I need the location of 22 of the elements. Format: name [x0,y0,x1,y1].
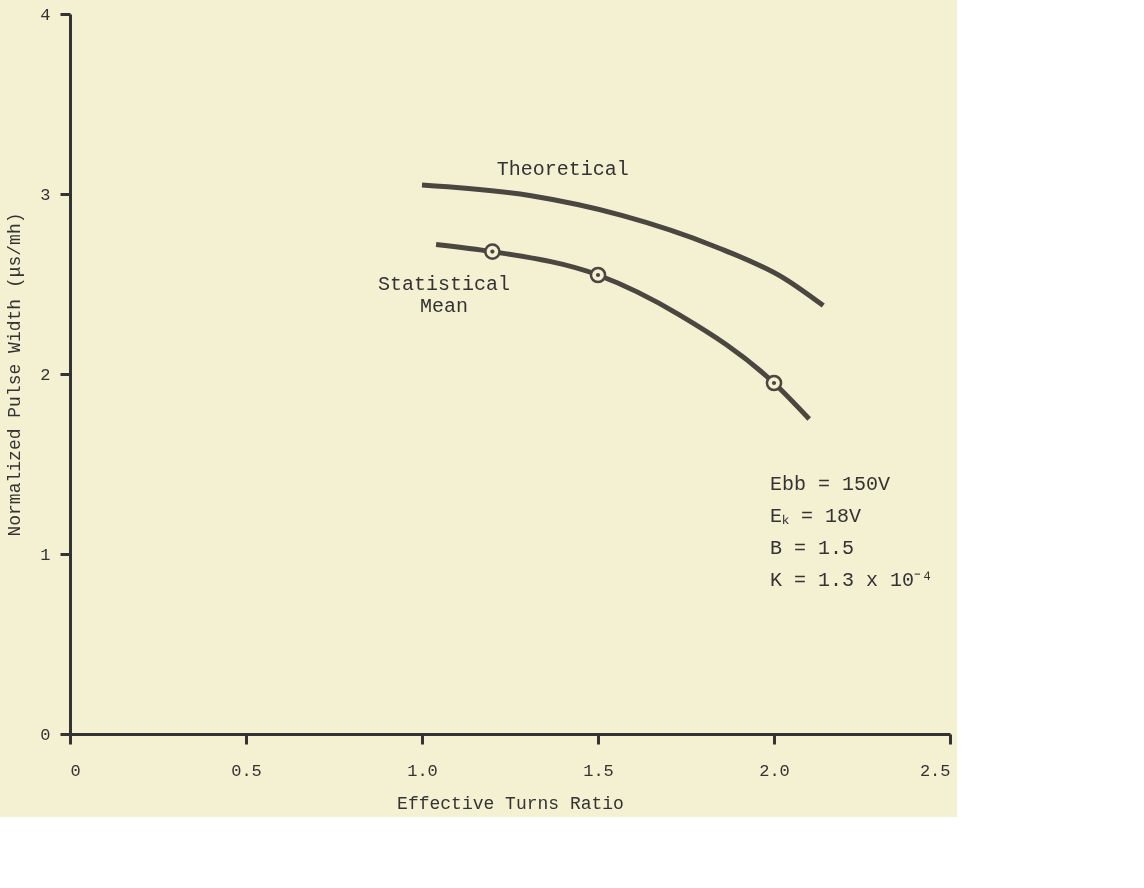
annotation: Theoretical [496,157,629,181]
x-tick-label: 0 [70,761,81,781]
x-tick-label: 0.5 [231,761,262,781]
x-tick-label: 1.0 [407,761,438,781]
y-tick-label: 4 [40,5,51,25]
annotation: Statistical Mean [377,273,511,318]
point [765,374,783,392]
y-tick-label: 2 [40,365,51,385]
y-tick-label: 1 [40,545,51,565]
y-axis-title: Normalized Pulse Width (μs/mh) [5,212,26,537]
annotation: Ebb = 150V [770,473,891,496]
annotation: K = 1.3 x 10⁻⁴ [770,569,934,592]
annotation: Eₖ = 18V [770,505,862,528]
x-tick-label: 2.5 [919,761,951,781]
y-tick-label: 3 [40,185,51,205]
x-axis-title: Effective Turns Ratio [397,793,624,814]
x-tick-label: 1.5 [583,761,614,781]
annotation: B = 1.5 [770,537,855,560]
x-tick-label: 2.0 [759,761,790,781]
y-tick-label: 0 [40,725,51,745]
point [484,243,501,260]
point [589,266,607,284]
